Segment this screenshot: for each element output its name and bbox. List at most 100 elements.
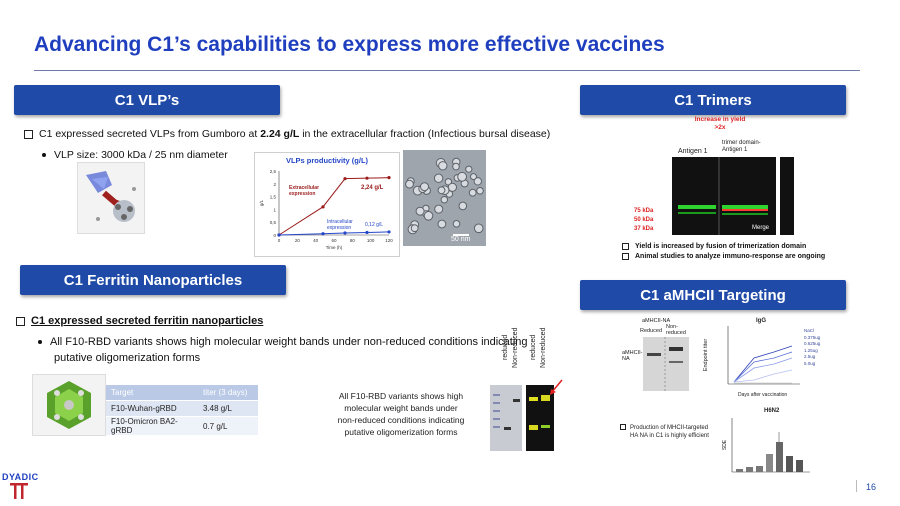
ferritin-coomassie-gel: [490, 385, 522, 451]
data-point: [343, 177, 347, 181]
table-cell: F10-Omicron BA2-gRBD: [106, 416, 198, 436]
y-tick-label: 0: [273, 233, 276, 238]
igg-xlabel: Days after vaccination: [738, 392, 788, 398]
productivity-chart: VLPs productivity (g/L) 0 0,5 1 1,5 2 2,5 0 20 4…: [254, 152, 400, 257]
merge-label: Merge: [752, 225, 770, 231]
kda-50: 50 kDa: [634, 217, 654, 223]
data-point: [365, 176, 369, 180]
slide-title: Advancing C1’s capabilities to express m…: [34, 33, 665, 56]
x-tick-label: 40: [313, 238, 319, 243]
amhcii-blot: [643, 337, 689, 391]
blot-reduced: Reduced: [640, 328, 663, 334]
series-line-1: [278, 231, 390, 236]
productivity-plot: 0 0,5 1 1,5 2 2,5 0 20 40 60 80 100 120 Time (h) g/L Ex…: [259, 169, 393, 250]
lane-label: Non-reduced: [540, 327, 547, 368]
intracellular-label: Intracellular: [327, 219, 353, 225]
dyadic-logo-icon: [10, 483, 28, 499]
data-point: [277, 233, 281, 237]
lane-label: Non-reduced: [512, 327, 519, 368]
extracellular-value: 2,24 g/L: [361, 185, 384, 191]
amhcii-bullet: Production of MHCII-targeted HA NA in C1…: [620, 424, 709, 440]
lane-label: reduced: [530, 334, 537, 360]
vlp-micrograph: 50 nm: [403, 150, 486, 246]
square-bullet-icon: [620, 424, 626, 431]
ladder-lane: [780, 157, 794, 235]
kda-75: 75 kDa: [634, 208, 654, 214]
data-point: [365, 230, 369, 235]
h6n2-ylabel: SDE: [722, 439, 729, 451]
square-bullet-icon: [622, 242, 629, 250]
trimers-header: C1 Trimers: [580, 85, 846, 115]
dyadic-logo: DYADIC: [2, 472, 39, 482]
intracellular-label-2: expression: [327, 225, 351, 231]
table-row: F10-Wuhan-gRBD 3.48 g/L: [106, 400, 258, 417]
blot-title: aMHCII-NA: [642, 318, 671, 324]
ferritin-sub-line2: putative oligomerization forms: [54, 352, 201, 364]
data-point: [343, 231, 347, 235]
trimer-bullet-1: Yield is increased by fusion of trimeriz…: [622, 242, 825, 252]
page-number: 16: [866, 482, 877, 492]
table-cell: 3.48 g/L: [198, 400, 258, 417]
square-bullet-icon: [622, 252, 629, 260]
ferritin-sub-line1: All F10-RBD variants shows high molecula…: [38, 336, 528, 348]
arrow-icon: [550, 379, 563, 395]
blot-side-label: aMHCII-NA: [622, 350, 643, 362]
igg-title: IgG: [756, 318, 766, 324]
h6n2-chart: H6N2 SDE: [720, 408, 820, 500]
x-tick-label: 120: [385, 238, 393, 243]
trimer-bullet-2: Animal studies to analyze immuno-respons…: [622, 252, 825, 262]
titer-table: Target titer (3 days) F10-Wuhan-gRBD 3.4…: [106, 385, 258, 436]
x-tick-label: 100: [367, 238, 375, 243]
table-row: F10-Omicron BA2-gRBD 0.7 g/L: [106, 416, 258, 436]
kda-37: 37 kDa: [634, 226, 654, 232]
lane-label: reduced: [502, 334, 509, 360]
blot-nonreduced: Non-reduced: [666, 324, 686, 336]
title-divider: [34, 70, 860, 71]
trimer-bullets: Yield is increased by fusion of trimeriz…: [622, 242, 825, 262]
table-header-titer: titer (3 days): [198, 385, 258, 401]
square-bullet-icon: [24, 129, 33, 139]
vlp-size: VLP size: 3000 kDa / 25 nm diameter: [42, 149, 228, 161]
ferritin-header: C1 Ferritin Nanoparticles: [20, 265, 286, 295]
x-tick-label: 0: [278, 238, 281, 243]
x-tick-label: 20: [295, 238, 301, 243]
igg-chart: IgG Endpoint titer Days after vaccinatio…: [703, 318, 838, 402]
y-tick-label: 0,5: [270, 220, 277, 225]
kda-markers: 75 kDa 50 kDa 37 kDa: [634, 207, 653, 234]
page-divider: [856, 480, 857, 492]
ferritin-caption: All F10-RBD variants shows high molecula…: [337, 391, 465, 437]
data-point: [321, 232, 325, 236]
antigen1-label: Antigen 1: [678, 148, 708, 155]
increase-label: Increase in yield >2x: [694, 116, 746, 131]
ferritin-bullet: C1 expressed secreted ferritin nanoparti…: [16, 315, 263, 327]
data-point: [321, 205, 325, 209]
y-tick-label: 2,5: [270, 169, 277, 174]
igg-legend: NaCl 0.375ug 0.625ug 1.25ug 2.5ug 5.0ug: [804, 328, 821, 366]
vlp-yield: 2.24 g/L: [260, 128, 300, 140]
extracellular-label-2: expression: [289, 191, 315, 197]
table-header-target: Target: [106, 385, 198, 401]
y-tick-label: 1,5: [270, 195, 277, 200]
igg-ylabel: Endpoint titer: [703, 338, 710, 372]
y-tick-label: 1: [273, 207, 276, 212]
vlp-header: C1 VLP’s: [14, 85, 280, 115]
ferritin-western-gel: [526, 385, 554, 451]
extracellular-label: Extracellular: [289, 185, 319, 191]
ferritin-nanoparticle-image: [32, 374, 106, 436]
table-cell: 0.7 g/L: [198, 416, 258, 436]
vlp-bullet: C1 expressed secreted VLPs from Gumboro …: [24, 128, 550, 140]
x-tick-label: 80: [350, 238, 356, 243]
bullet-dot-icon: [38, 340, 42, 345]
y-axis-label: g/L: [259, 199, 264, 206]
data-point: [387, 230, 391, 234]
x-tick-label: 60: [331, 238, 337, 243]
square-bullet-icon: [16, 316, 25, 326]
vlp-structure-image: [77, 162, 145, 234]
amhcii-header: C1 aMHCII Targeting: [580, 280, 846, 310]
table-cell: F10-Wuhan-gRBD: [106, 400, 198, 417]
intracellular-value: 0,12 g/L: [365, 222, 383, 228]
bullet-dot-icon: [42, 153, 46, 158]
chart-title: VLPs productivity (g/L): [285, 156, 369, 165]
x-axis-label: Time (h): [326, 245, 343, 250]
h6n2-title: H6N2: [764, 408, 780, 414]
